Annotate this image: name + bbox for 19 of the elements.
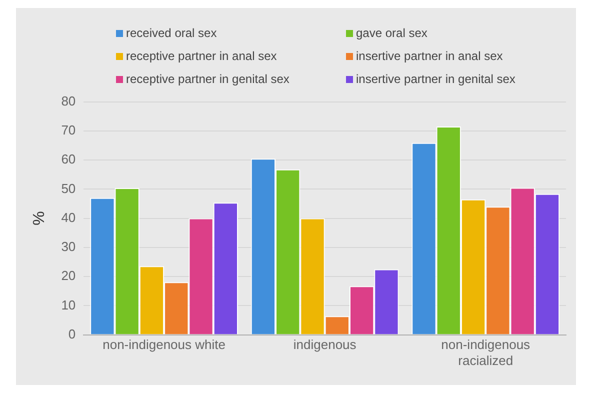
legend-label: receptive partner in anal sex [126,49,277,63]
legend-label: insertive partner in anal sex [356,49,503,63]
x-tick-label: indigenous [293,337,357,352]
y-tick-label: 10 [61,297,76,312]
x-tick-label: non-indigenous white [102,337,226,352]
y-tick-label: 60 [61,152,76,167]
y-tick-label: 40 [61,210,76,225]
y-tick-label: 50 [61,180,76,196]
y-axis-title: % [31,211,48,226]
y-tick-label: 0 [68,326,76,342]
y-tick-label: 30 [61,239,76,254]
legend-label: gave oral sex [356,26,428,40]
x-tick-label: non-indigenous racialized [441,337,531,368]
y-tick-label: 70 [61,122,76,138]
legend-label: insertive partner in genital sex [356,72,516,86]
legend-label: received oral sex [126,26,217,40]
y-tick-label: 20 [61,268,76,284]
legend-label: receptive partner in genital sex [126,72,290,86]
y-tick-label: 80 [61,93,76,108]
